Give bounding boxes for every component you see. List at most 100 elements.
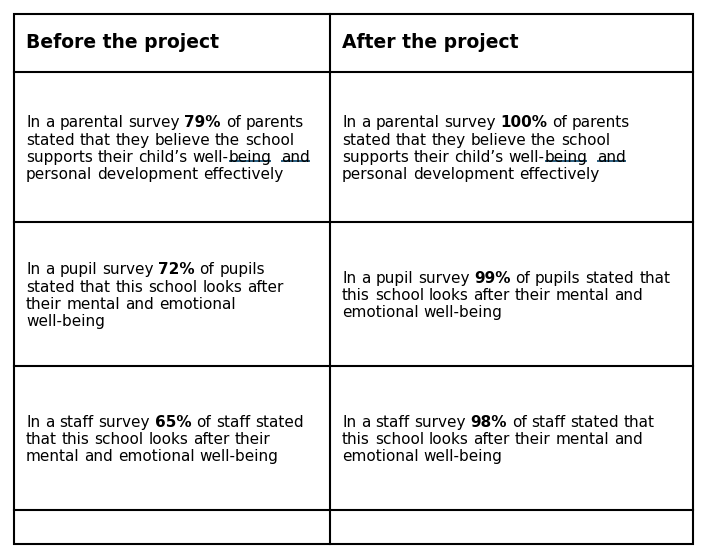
Text: stated: stated [26,280,75,295]
Text: In: In [342,271,356,286]
Text: well-being: well-being [423,449,503,464]
Text: of: of [552,116,567,131]
Text: stated: stated [585,271,634,286]
Text: 79%: 79% [185,116,221,131]
Text: stated: stated [26,132,75,147]
Text: school: school [245,132,294,147]
Text: In: In [342,116,356,131]
Text: being: being [228,150,271,165]
Text: that: that [624,415,655,430]
Text: after: after [194,432,230,447]
Text: mental: mental [556,288,609,303]
Text: stated: stated [342,132,391,147]
Text: this: this [342,432,370,447]
Text: survey: survey [444,116,496,131]
Text: looks: looks [202,280,242,295]
Text: believe: believe [470,132,526,147]
Text: the: the [215,132,240,147]
Text: of: of [196,415,211,430]
Text: and: and [614,288,643,303]
Text: parents: parents [245,116,303,131]
Text: their: their [515,432,551,447]
Text: survey: survey [414,415,466,430]
Text: that: that [79,280,110,295]
Text: that: that [26,432,57,447]
Text: a: a [361,271,370,286]
Text: a: a [45,116,54,131]
Text: that: that [395,132,426,147]
Text: effectively: effectively [203,167,284,181]
Text: In: In [26,415,40,430]
Text: emotional: emotional [342,449,419,464]
Text: looks: looks [148,432,189,447]
Text: this: this [115,280,144,295]
Text: of: of [226,116,240,131]
Text: child’s: child’s [455,150,503,165]
Text: survey: survey [418,271,469,286]
Text: development: development [413,167,514,181]
Text: mental: mental [66,296,120,311]
Text: survey: survey [98,415,150,430]
Text: stated: stated [255,415,303,430]
Text: personal: personal [26,167,92,181]
Text: their: their [515,288,551,303]
Text: personal: personal [342,167,408,181]
Text: parents: parents [572,116,630,131]
Text: school: school [561,132,610,147]
Text: After the project: After the project [342,33,518,52]
Text: looks: looks [428,288,469,303]
Text: of: of [512,415,527,430]
Text: pupils: pupils [219,262,265,277]
Text: parental: parental [59,116,123,131]
Text: this: this [342,288,370,303]
Text: and: and [85,449,113,464]
Text: child’s: child’s [139,150,187,165]
Text: their: their [414,150,450,165]
Text: survey: survey [102,262,153,277]
Text: staff: staff [59,415,93,430]
Text: mental: mental [26,449,80,464]
Text: and: and [597,150,626,165]
Text: school: school [375,432,424,447]
Text: 100%: 100% [501,116,547,131]
Text: staff: staff [216,415,250,430]
Text: a: a [361,415,370,430]
Text: well-: well- [508,150,544,165]
Text: mental: mental [556,432,609,447]
Text: that: that [639,271,670,286]
Text: supports: supports [26,150,93,165]
Text: pupil: pupil [375,271,413,286]
Text: In: In [342,415,356,430]
Text: being: being [544,150,588,165]
Text: a: a [45,415,54,430]
Text: and: and [614,432,643,447]
Text: their: their [26,296,62,311]
Text: emotional: emotional [118,449,194,464]
Text: development: development [97,167,198,181]
Text: staff: staff [532,415,566,430]
Text: parental: parental [375,116,439,131]
Text: believe: believe [154,132,210,147]
Text: a: a [45,262,54,277]
Text: well-: well- [192,150,228,165]
Text: well-being: well-being [199,449,279,464]
Text: this: this [62,432,90,447]
Text: after: after [247,280,284,295]
Text: of: of [199,262,214,277]
Text: school: school [148,280,197,295]
Text: after: after [474,432,510,447]
Text: their: their [235,432,270,447]
Text: In: In [26,116,40,131]
Text: the: the [531,132,556,147]
Text: In: In [26,262,40,277]
Text: supports: supports [342,150,409,165]
Text: they: they [431,132,465,147]
Text: 72%: 72% [158,262,194,277]
Text: of: of [515,271,530,286]
Text: and: and [281,150,310,165]
Text: looks: looks [428,432,469,447]
Text: well-being: well-being [423,305,503,320]
Text: effectively: effectively [519,167,600,181]
Text: that: that [79,132,110,147]
Text: their: their [98,150,134,165]
